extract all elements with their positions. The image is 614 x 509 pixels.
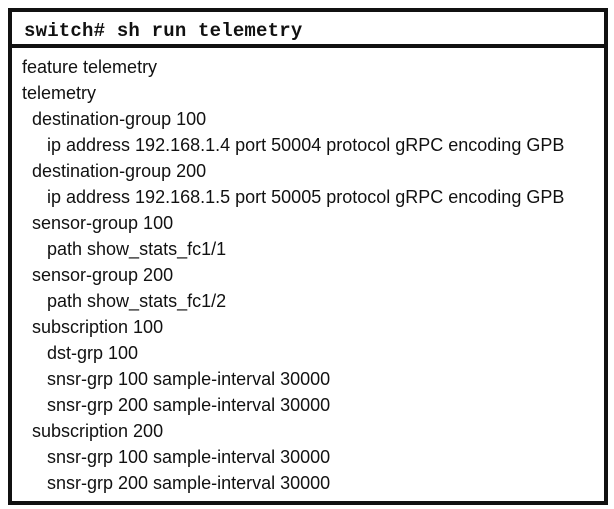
config-line: destination-group 100 [32,109,207,129]
config-line: telemetry [22,83,97,103]
config-line: path show_stats_fc1/2 [47,291,227,311]
config-line: destination-group 200 [32,161,207,181]
config-line: snsr-grp 100 sample-interval 30000 [47,447,331,467]
command-header: switch# sh run telemetry [12,12,604,48]
config-line: ip address 192.168.1.5 port 50005 protoc… [47,187,565,207]
config-line: snsr-grp 200 sample-interval 30000 [47,473,331,493]
config-line: feature telemetry [22,57,158,77]
config-line: snsr-grp 200 sample-interval 30000 [47,395,331,415]
config-line: ip address 192.168.1.4 port 50004 protoc… [47,135,565,155]
config-line: subscription 100 [32,317,164,337]
config-line: sensor-group 200 [32,265,174,285]
terminal-output-frame: switch# sh run telemetry feature telemet… [8,8,608,505]
config-line: path show_stats_fc1/1 [47,239,227,259]
config-line: snsr-grp 100 sample-interval 30000 [47,369,331,389]
config-line: sensor-group 100 [32,213,174,233]
config-line: dst-grp 100 [47,343,139,363]
config-line: subscription 200 [32,421,164,441]
command-prompt-text: switch# sh run telemetry [24,20,303,42]
